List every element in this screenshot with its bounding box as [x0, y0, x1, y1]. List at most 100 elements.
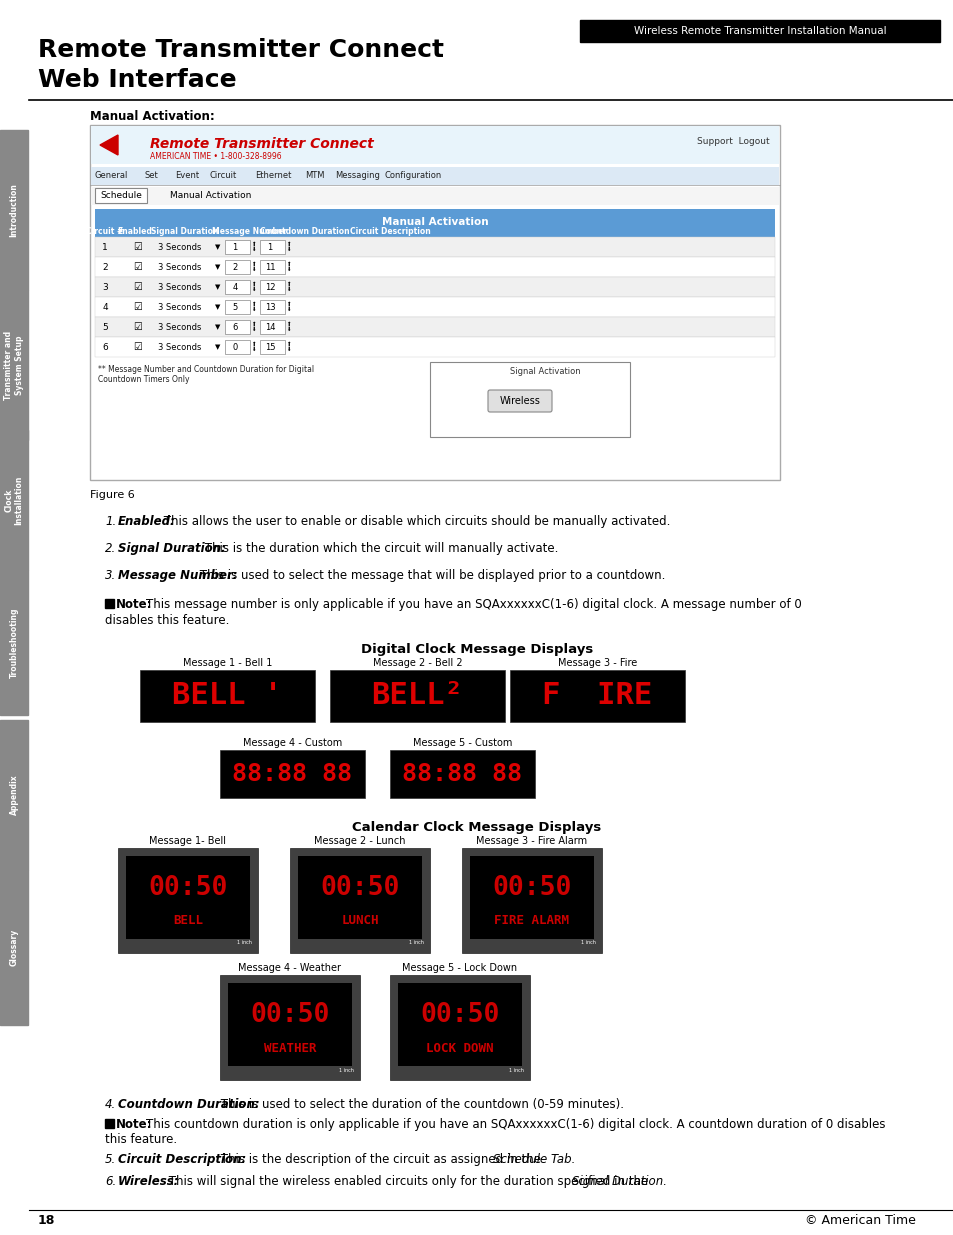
- Text: Enabled: Enabled: [117, 227, 152, 236]
- Text: 3 Seconds: 3 Seconds: [158, 283, 201, 291]
- Text: FIRE ALARM: FIRE ALARM: [494, 914, 569, 927]
- Text: Signal Duration:: Signal Duration:: [118, 542, 226, 555]
- Bar: [0, 571, 28, 715]
- Bar: [330, 671, 504, 722]
- Bar: [260, 300, 285, 314]
- Text: 1: 1: [102, 242, 108, 252]
- Text: Support  Logout: Support Logout: [697, 137, 769, 146]
- Bar: [0, 130, 28, 290]
- Text: Ethernet: Ethernet: [254, 172, 291, 180]
- Text: Manual Activation:: Manual Activation:: [90, 110, 214, 124]
- Text: 6: 6: [233, 322, 237, 331]
- Bar: [390, 974, 530, 1079]
- Bar: [0, 430, 28, 571]
- Bar: [260, 280, 285, 294]
- Bar: [225, 300, 250, 314]
- Text: F  IRE: F IRE: [542, 682, 652, 710]
- Text: Message 2 - Lunch: Message 2 - Lunch: [314, 836, 405, 846]
- Bar: [225, 340, 250, 354]
- Text: This allows the user to enable or disable which circuits should be manually acti: This allows the user to enable or disabl…: [159, 515, 669, 529]
- Text: 1 inch: 1 inch: [408, 941, 423, 946]
- Text: Note:: Note:: [116, 1118, 152, 1131]
- Bar: [260, 261, 285, 274]
- Bar: [95, 237, 774, 257]
- Text: Circuit Description: Circuit Description: [349, 227, 430, 236]
- Text: 2: 2: [102, 263, 108, 272]
- Text: 88:88 88: 88:88 88: [233, 762, 352, 785]
- Text: Glossary: Glossary: [10, 929, 18, 966]
- Text: ⬆
⬇: ⬆ ⬇: [251, 303, 255, 311]
- Text: Signal Duration.: Signal Duration.: [572, 1174, 666, 1188]
- Text: 2: 2: [233, 263, 237, 272]
- Text: ** Message Number and Countdown Duration for Digital
Countdown Timers Only: ** Message Number and Countdown Duration…: [98, 366, 314, 384]
- Text: 3: 3: [102, 283, 108, 291]
- Text: ⬆
⬇: ⬆ ⬇: [251, 283, 255, 291]
- Text: 5: 5: [102, 322, 108, 331]
- Bar: [220, 750, 365, 798]
- Bar: [95, 209, 774, 237]
- Bar: [118, 848, 257, 953]
- Text: ▼: ▼: [215, 304, 220, 310]
- Text: 4: 4: [233, 283, 237, 291]
- Text: Transmitter and
System Setup: Transmitter and System Setup: [5, 331, 24, 400]
- FancyBboxPatch shape: [488, 390, 552, 412]
- Text: Signal Activation: Signal Activation: [510, 367, 580, 375]
- FancyBboxPatch shape: [430, 362, 629, 437]
- Text: Message 2 - Bell 2: Message 2 - Bell 2: [373, 658, 462, 668]
- Text: LOCK DOWN: LOCK DOWN: [426, 1041, 494, 1055]
- Bar: [95, 257, 774, 277]
- Text: ⬆
⬇: ⬆ ⬇: [285, 262, 290, 272]
- Text: 1 inch: 1 inch: [236, 941, 252, 946]
- Bar: [220, 974, 359, 1079]
- Text: Countdown Duration:: Countdown Duration:: [118, 1098, 259, 1112]
- Text: MTM: MTM: [305, 172, 324, 180]
- Text: ⬆
⬇: ⬆ ⬇: [251, 262, 255, 272]
- Text: Message Number:: Message Number:: [118, 569, 237, 582]
- Bar: [95, 277, 774, 296]
- Text: this feature.: this feature.: [105, 1132, 177, 1146]
- Bar: [126, 856, 250, 939]
- Text: BELL ': BELL ': [172, 682, 282, 710]
- Text: Message 4 - Weather: Message 4 - Weather: [238, 963, 341, 973]
- Text: WEATHER: WEATHER: [263, 1041, 315, 1055]
- Bar: [225, 280, 250, 294]
- Bar: [390, 750, 535, 798]
- Text: Web Interface: Web Interface: [38, 68, 236, 91]
- Text: 12: 12: [265, 283, 275, 291]
- Text: disables this feature.: disables this feature.: [105, 614, 229, 627]
- Text: 2.: 2.: [105, 542, 116, 555]
- Text: Event: Event: [174, 172, 199, 180]
- Bar: [510, 671, 684, 722]
- Text: ⬆
⬇: ⬆ ⬇: [251, 342, 255, 352]
- Text: Digital Clock Message Displays: Digital Clock Message Displays: [360, 643, 593, 656]
- Text: This is the duration which the circuit will manually activate.: This is the duration which the circuit w…: [201, 542, 558, 555]
- Text: 1 inch: 1 inch: [338, 1067, 353, 1072]
- Text: Introduction: Introduction: [10, 183, 18, 237]
- Text: 14: 14: [265, 322, 275, 331]
- Text: Circuit #: Circuit #: [86, 227, 124, 236]
- Bar: [0, 869, 28, 1025]
- Text: 13: 13: [264, 303, 275, 311]
- Text: ⬆
⬇: ⬆ ⬇: [251, 322, 255, 332]
- Text: Manual Activation: Manual Activation: [381, 217, 488, 227]
- Bar: [90, 125, 780, 480]
- Text: Wireless: Wireless: [499, 396, 539, 406]
- Text: ⬆
⬇: ⬆ ⬇: [285, 322, 290, 332]
- Text: 3 Seconds: 3 Seconds: [158, 322, 201, 331]
- Text: Enabled:: Enabled:: [118, 515, 175, 529]
- Text: ☑: ☑: [133, 322, 142, 332]
- Text: 0: 0: [233, 342, 237, 352]
- Text: Schedule Tab.: Schedule Tab.: [493, 1153, 575, 1166]
- Text: 3 Seconds: 3 Seconds: [158, 342, 201, 352]
- Text: © American Time: © American Time: [804, 1214, 915, 1226]
- Text: Circuit Description:: Circuit Description:: [118, 1153, 246, 1166]
- Text: Calendar Clock Message Displays: Calendar Clock Message Displays: [352, 821, 601, 834]
- Bar: [91, 167, 779, 185]
- Text: This is used to select the duration of the countdown (0-59 minutes).: This is used to select the duration of t…: [216, 1098, 623, 1112]
- Bar: [225, 261, 250, 274]
- Text: General: General: [95, 172, 129, 180]
- Text: This countdown duration is only applicable if you have an SQAxxxxxxC(1-6) digita: This countdown duration is only applicab…: [146, 1118, 884, 1131]
- Text: 3 Seconds: 3 Seconds: [158, 303, 201, 311]
- Text: Message 1 - Bell 1: Message 1 - Bell 1: [183, 658, 272, 668]
- Bar: [470, 856, 594, 939]
